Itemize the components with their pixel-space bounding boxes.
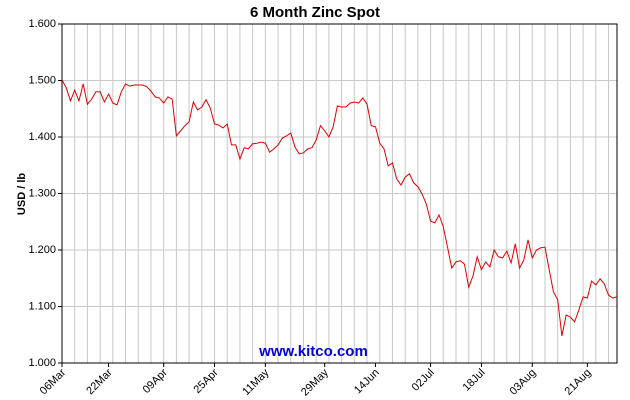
x-tick-label: 21Aug: [563, 367, 594, 398]
plot-frame: [61, 23, 618, 364]
x-tick-label: 11May: [240, 366, 272, 398]
y-tick-label: 1.200: [28, 244, 56, 256]
price-line: [61, 79, 618, 336]
x-tick-label: 18Jul: [461, 367, 488, 394]
y-tick-label: 1.600: [28, 18, 56, 30]
x-tick-label: 03Aug: [507, 367, 538, 398]
y-tick-label: 1.300: [28, 187, 56, 199]
y-tick-label: 1.500: [28, 74, 56, 86]
x-tick-label: 06Mar: [38, 366, 69, 397]
chart-title: 6 Month Zinc Spot: [250, 4, 380, 21]
x-tick-label: 02Jul: [410, 367, 437, 394]
y-axis-label: USD / lb: [16, 173, 28, 215]
x-tick-label: 25Apr: [191, 366, 220, 395]
x-tick-label: 09Apr: [141, 366, 170, 395]
y-tick-label: 1.400: [28, 131, 56, 143]
y-tick-label: 1.000: [28, 357, 56, 369]
x-tick-label: 22Mar: [84, 366, 115, 397]
y-tick-label: 1.100: [28, 300, 56, 312]
x-tick-label: 14Jun: [352, 367, 382, 397]
watermark: www.kitco.com: [258, 343, 368, 360]
x-tick-label: 29May: [299, 366, 331, 398]
